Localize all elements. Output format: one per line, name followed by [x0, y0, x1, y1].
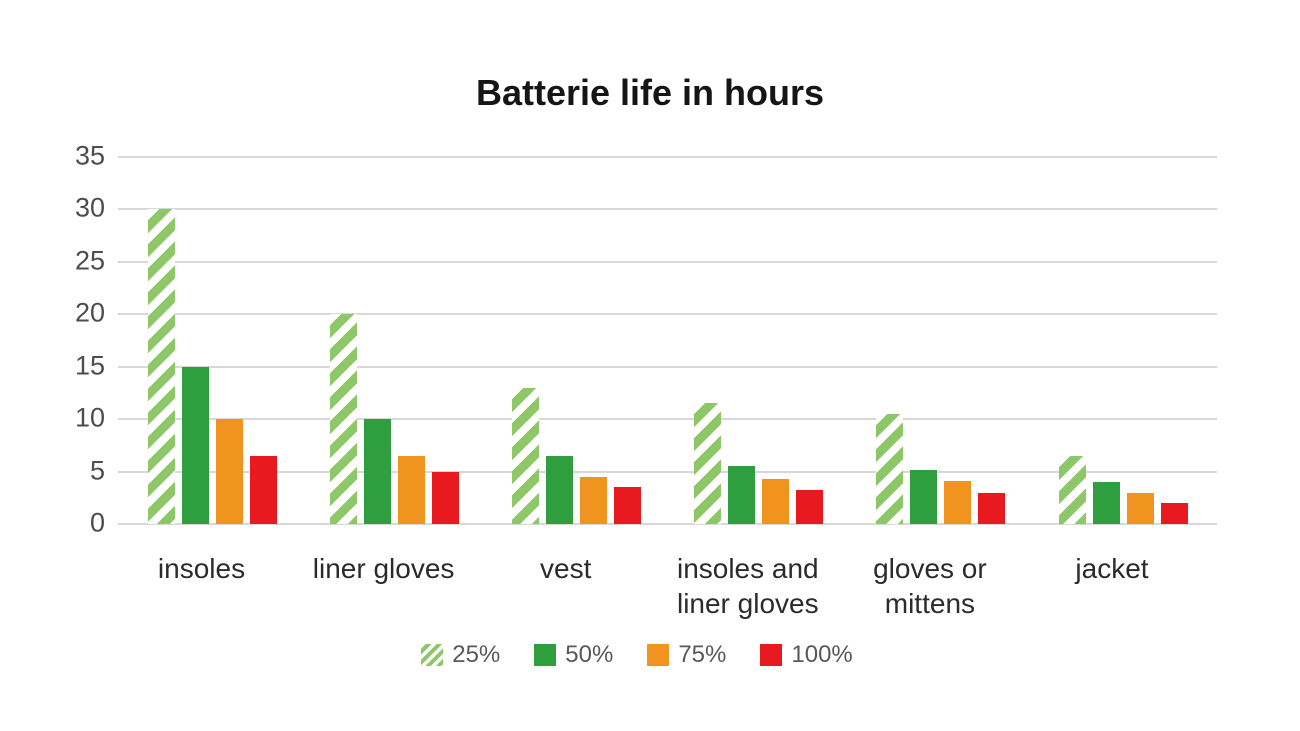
- category-label-jacket: jacket: [1075, 553, 1149, 584]
- legend-swatch-100-icon: [760, 644, 783, 666]
- gridline-20: [118, 313, 1217, 316]
- gridline-15: [118, 365, 1217, 368]
- bar-liner-gloves-75: [398, 455, 426, 524]
- y-tick-label-20: 20: [74, 297, 105, 328]
- bar-gloves-or-mittens-100: [978, 492, 1006, 524]
- y-tick-label-5: 5: [89, 454, 105, 485]
- y-tick-label-25: 25: [74, 245, 105, 276]
- legend-label-75: 75%: [678, 641, 727, 668]
- bar-liner-gloves-100: [432, 471, 460, 524]
- chart-title: Batterie life in hours: [475, 72, 825, 113]
- bar-insoles-and-liner-gloves-100: [796, 490, 824, 524]
- bar-jacket-25: [1058, 455, 1086, 524]
- bar-group-vest: [512, 387, 642, 524]
- y-tick-label-30: 30: [74, 192, 105, 223]
- bar-liner-gloves-25: [330, 314, 358, 524]
- bar-jacket-75: [1126, 492, 1154, 524]
- bar-liner-gloves-50: [364, 419, 392, 524]
- gridline-35: [118, 156, 1217, 158]
- y-tick-label-15: 15: [74, 349, 105, 380]
- gridline-5: [118, 470, 1217, 473]
- legend-item-100: 100%: [760, 641, 853, 669]
- gridline-30: [118, 208, 1217, 211]
- legend-item-25: 25%: [421, 641, 500, 669]
- category-label-vest: vest: [540, 553, 592, 584]
- legend-swatch-25-icon: [421, 644, 444, 666]
- bar-insoles-50: [182, 366, 209, 524]
- bar-vest-25: [512, 387, 540, 524]
- bar-insoles-25: [148, 209, 175, 524]
- bar-group-gloves-or-mittens: [876, 413, 1006, 524]
- legend-label-50: 50%: [565, 641, 614, 668]
- legend-label-100: 100%: [791, 641, 853, 668]
- bar-insoles-and-liner-gloves-50: [728, 466, 756, 524]
- legend-label-25: 25%: [452, 641, 501, 668]
- gridline-10: [118, 418, 1217, 421]
- gridline-25: [118, 260, 1217, 263]
- bar-jacket-100: [1160, 503, 1188, 524]
- bar-group-insoles-and-liner-gloves: [694, 403, 824, 524]
- y-tick-label-10: 10: [74, 402, 105, 433]
- bar-insoles-and-liner-gloves-25: [694, 403, 722, 524]
- category-label-insoles: insoles: [157, 553, 246, 584]
- bar-group-insoles: [148, 209, 277, 524]
- legend-swatch-75-icon: [647, 644, 670, 666]
- category-label-gloves-or-mittens: gloves or mittens: [873, 553, 987, 619]
- bar-insoles-100: [250, 455, 277, 524]
- bar-gloves-or-mittens-75: [944, 481, 972, 524]
- category-label-liner-gloves: liner gloves: [312, 553, 455, 584]
- gridline-0: [118, 523, 1217, 525]
- category-label-insoles-and-liner-gloves: insoles and liner gloves: [676, 553, 819, 619]
- y-tick-label-35: 35: [74, 140, 105, 171]
- bar-vest-75: [580, 476, 608, 524]
- chart-legend: 25% 50% 75% 100%: [0, 641, 1274, 669]
- legend-item-50: 50%: [534, 641, 613, 669]
- bar-insoles-and-liner-gloves-75: [762, 478, 790, 524]
- legend-item-75: 75%: [647, 641, 726, 669]
- bar-gloves-or-mittens-50: [910, 469, 938, 524]
- bar-group-jacket: [1058, 455, 1188, 524]
- bar-group-liner-gloves: [330, 314, 460, 524]
- bar-vest-50: [546, 455, 574, 524]
- bar-vest-100: [614, 487, 642, 524]
- bar-insoles-75: [216, 419, 243, 524]
- legend-swatch-50-icon: [534, 644, 557, 666]
- y-tick-label-0: 0: [89, 507, 105, 538]
- bar-gloves-or-mittens-25: [876, 413, 904, 524]
- bar-jacket-50: [1092, 482, 1120, 524]
